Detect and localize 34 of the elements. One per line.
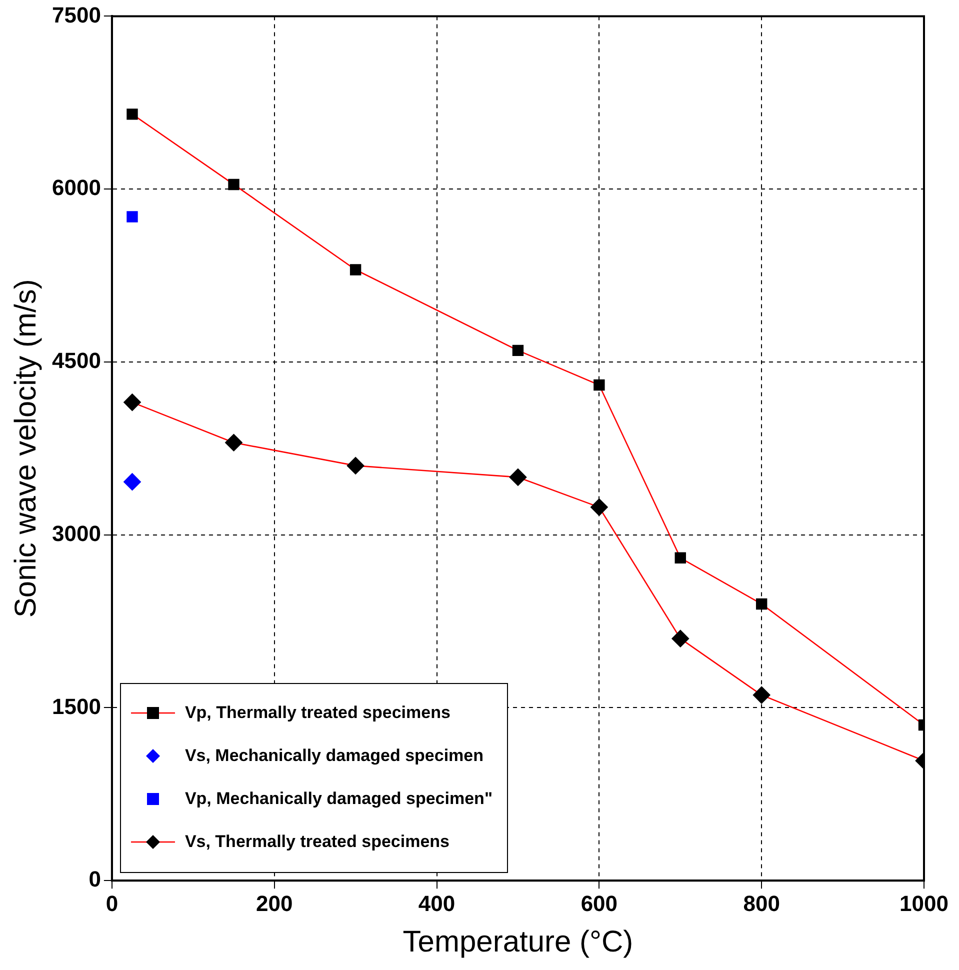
point	[509, 468, 527, 486]
x-tick-label: 1000	[900, 890, 948, 916]
x-tick-label: 600	[580, 890, 618, 916]
y-tick-label: 6000	[52, 175, 101, 200]
y-axis-title: Sonic wave velocity (m/s)	[9, 279, 42, 618]
point	[594, 379, 605, 391]
point	[126, 211, 138, 222]
legend-label: Vp, Mechanically damaged specimen"	[184, 789, 492, 810]
y-tick-label: 7500	[52, 2, 101, 28]
y-tick-label: 4500	[52, 348, 101, 374]
point	[126, 108, 138, 120]
x-tick-label: 400	[418, 890, 456, 916]
point	[512, 344, 524, 356]
point	[228, 178, 240, 190]
point	[124, 473, 141, 490]
point	[225, 434, 242, 452]
legend-label: Vp, Thermally treated specimens	[184, 703, 450, 724]
x-axis-title: Temperature (°C)	[402, 925, 634, 958]
y-tick-label: 1500	[52, 694, 101, 719]
x-tick-label: 200	[256, 890, 293, 916]
x-tick-label: 0	[106, 890, 118, 916]
y-tick-label: 0	[88, 866, 101, 892]
x-tick-label: 800	[743, 890, 780, 916]
point	[756, 598, 768, 610]
point	[350, 264, 362, 276]
legend-label: Vs, Thermally treated specimens	[184, 832, 450, 852]
point	[752, 686, 770, 704]
point	[674, 552, 686, 564]
point	[346, 457, 364, 474]
point	[672, 630, 690, 648]
y-tick-label: 3000	[52, 520, 101, 546]
legend-label: Vs, Mechanically damaged specimen	[184, 746, 484, 766]
point	[124, 394, 141, 411]
point	[590, 498, 608, 516]
